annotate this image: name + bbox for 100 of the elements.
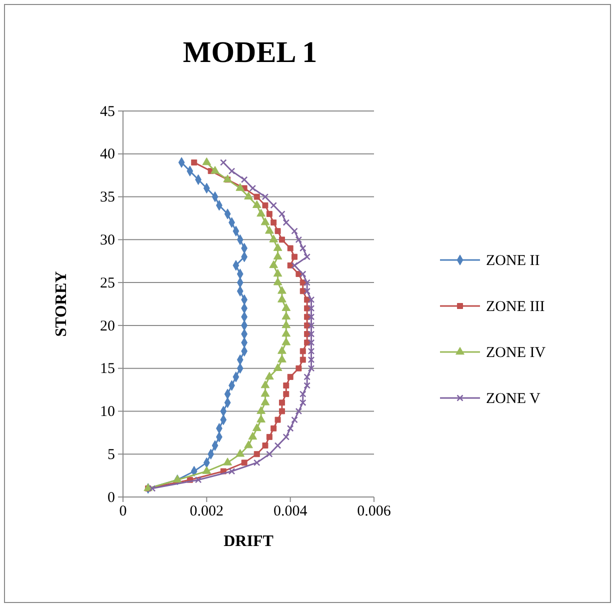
y-tick-label: 25 <box>100 275 115 292</box>
point <box>278 294 286 302</box>
point <box>265 372 274 380</box>
point <box>274 442 282 449</box>
point <box>254 451 260 458</box>
legend-label: ZONE IV <box>486 345 546 361</box>
point <box>266 210 272 217</box>
point <box>273 278 282 286</box>
point <box>220 159 227 166</box>
point <box>304 382 310 389</box>
point <box>286 424 294 432</box>
point <box>244 192 253 200</box>
point <box>194 476 202 484</box>
point <box>282 328 291 337</box>
x-tick-label: 0.006 <box>357 504 392 520</box>
point <box>308 364 315 372</box>
point <box>278 346 286 354</box>
point <box>274 416 281 423</box>
point <box>241 460 248 466</box>
point <box>304 253 310 260</box>
point <box>296 365 302 372</box>
point <box>273 363 282 371</box>
point <box>291 416 298 424</box>
point <box>308 304 315 312</box>
point <box>308 313 315 320</box>
y-tick-label: 35 <box>100 190 115 206</box>
point <box>269 260 278 268</box>
chart-title: MODEL 1 <box>182 36 318 69</box>
point <box>249 184 256 192</box>
point <box>282 320 291 328</box>
point <box>291 228 298 234</box>
point <box>304 279 310 286</box>
point <box>148 485 156 492</box>
y-tick-label: 10 <box>100 404 115 420</box>
y-tick-label: 45 <box>100 104 115 120</box>
x-tick-label: 0.004 <box>273 504 308 520</box>
point <box>262 193 269 200</box>
point <box>304 288 310 295</box>
point <box>273 268 282 277</box>
point <box>299 390 306 398</box>
point <box>253 459 260 466</box>
point <box>308 322 315 329</box>
y-tick-label: 0 <box>108 490 115 506</box>
point <box>308 330 315 338</box>
point <box>266 450 273 458</box>
point <box>292 254 298 260</box>
legend-label: ZONE V <box>486 391 540 407</box>
point <box>278 286 286 294</box>
point <box>287 245 294 252</box>
point <box>202 157 212 166</box>
point <box>273 243 282 251</box>
legend-label: ZONE II <box>486 253 540 269</box>
point <box>262 442 268 449</box>
point <box>260 217 270 226</box>
point <box>291 262 298 269</box>
point <box>210 166 220 174</box>
point <box>256 208 266 217</box>
y-tick-label: 5 <box>108 446 115 463</box>
point <box>269 234 278 242</box>
point <box>270 220 277 226</box>
y-axis-title: STOREY <box>53 270 70 337</box>
y-tick-label: 30 <box>100 232 115 248</box>
point <box>191 159 198 166</box>
point <box>172 474 182 482</box>
point <box>300 356 306 363</box>
point <box>278 400 285 406</box>
point <box>304 374 310 380</box>
point <box>260 380 270 388</box>
point <box>282 303 291 311</box>
point <box>228 168 236 174</box>
point <box>299 270 306 278</box>
point <box>244 440 253 448</box>
legend-label: ZONE III <box>486 299 545 315</box>
point <box>274 228 281 234</box>
point <box>256 414 266 422</box>
point <box>282 338 291 346</box>
point <box>223 458 232 466</box>
point <box>283 391 290 398</box>
point <box>300 348 306 354</box>
x-tick-label: 0 <box>119 504 127 520</box>
point <box>278 354 286 362</box>
point <box>256 406 266 414</box>
x-axis-title: DRIFT <box>224 533 274 550</box>
x-tick-label: 0.002 <box>190 504 224 520</box>
point <box>236 449 245 457</box>
point <box>308 348 315 355</box>
point <box>283 382 290 388</box>
point <box>299 244 306 252</box>
point <box>252 423 262 432</box>
point <box>308 356 315 364</box>
y-tick-label: 15 <box>100 361 115 378</box>
point <box>308 339 315 346</box>
point <box>278 408 285 414</box>
y-tick-label: 20 <box>100 318 115 334</box>
point <box>308 296 315 304</box>
point <box>262 202 268 208</box>
y-tick-label: 40 <box>100 146 115 163</box>
point <box>252 200 262 208</box>
point <box>270 425 277 432</box>
point <box>202 466 212 474</box>
